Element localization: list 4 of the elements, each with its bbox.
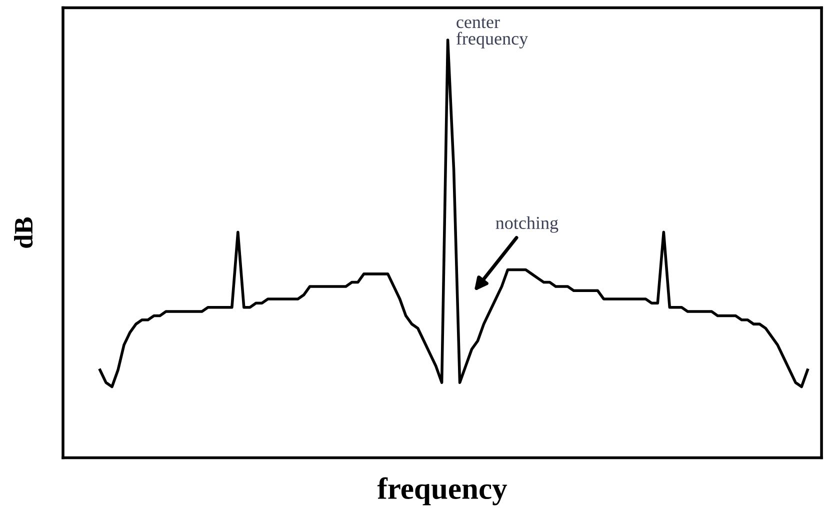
annotation: center frequency <box>456 18 528 48</box>
y-axis-title: dB <box>14 217 33 248</box>
annotation: notching <box>496 216 558 233</box>
x-axis-title: frequency <box>377 477 508 506</box>
